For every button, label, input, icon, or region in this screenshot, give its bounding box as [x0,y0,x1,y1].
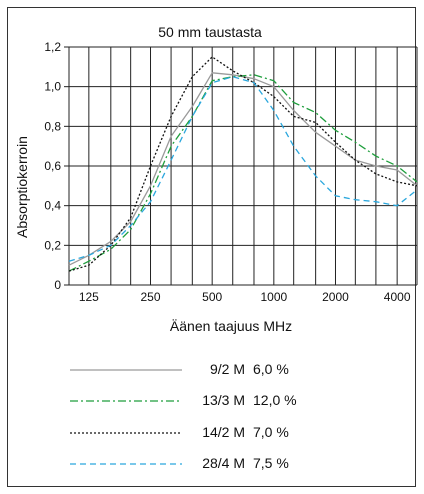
x-axis-ticks: 125 250 500 1000 2000 4000 [79,290,411,304]
legend-series-name: 14/2 M [202,424,245,440]
legend-series-value: 12,0 % [253,392,297,408]
legend-series-value: 7,5 % [253,455,289,471]
x-tick-label: 250 [140,290,160,304]
y-tick-label: 0,4 [44,199,61,213]
legend-series-name: 13/3 M [202,392,245,408]
x-axis-label: Äänen taajuus MHz [170,318,292,334]
series-line-1 [68,74,418,272]
chart-grid [68,46,418,286]
legend-series-name: 28/4 M [202,455,245,471]
y-axis-label: Absorptiokerroin [14,136,30,238]
y-tick-label: 1,2 [44,40,61,54]
figure-frame [7,7,416,487]
y-axis-ticks: 0 0,2 0,4 0,6 0,8 1,0 1,2 [44,40,69,292]
x-tick-label: 4000 [384,290,411,304]
chart-title: 50 mm taustasta [158,24,262,40]
y-tick-label: 0,6 [44,159,61,173]
legend-series-value: 6,0 % [253,361,289,377]
y-tick-label: 1,0 [44,80,61,94]
series-line-0 [68,72,418,266]
series-line-2 [68,56,418,272]
chart-series [68,56,418,272]
legend-series-value: 7,0 % [253,424,289,440]
legend-series-name: 9/2 M [210,361,245,377]
x-tick-label: 1000 [260,290,287,304]
x-tick-label: 2000 [322,290,349,304]
y-tick-label: 0 [54,278,61,292]
y-tick-label: 0,2 [44,238,61,252]
x-tick-label: 500 [202,290,222,304]
series-line-3 [68,76,418,262]
chart-legend: 9/2 M 6,0 % 13/3 M 12,0 % 14/2 M 7,0 % 28/4 M 7… [70,361,297,471]
x-tick-label: 125 [79,290,99,304]
y-tick-label: 0,8 [44,119,61,133]
